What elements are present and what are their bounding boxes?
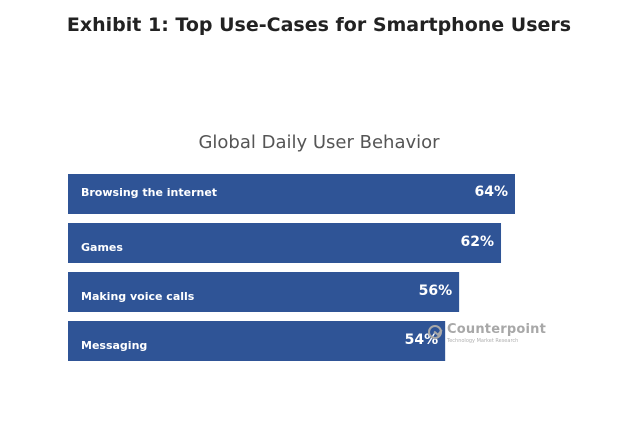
counterpoint-logo-icon xyxy=(428,325,442,339)
category-label: Making voice calls xyxy=(81,290,195,303)
value-label: 56% xyxy=(419,283,453,299)
value-label: 64% xyxy=(474,184,508,200)
counterpoint-watermark: Counterpoint Technology Market Research xyxy=(428,322,558,348)
value-label: 62% xyxy=(461,234,495,250)
category-label: Browsing the internet xyxy=(81,186,217,199)
bar-making-voice-calls xyxy=(68,272,460,312)
bar-games xyxy=(68,223,502,263)
chart-title: Global Daily User Behavior xyxy=(198,132,440,153)
category-label: Games xyxy=(81,241,123,254)
category-label: Messaging xyxy=(81,339,147,352)
bar-browsing-the-internet xyxy=(68,174,515,214)
bar-messaging xyxy=(68,321,446,361)
watermark-name: Counterpoint xyxy=(447,322,546,337)
watermark-tagline: Technology Market Research xyxy=(447,338,519,344)
exhibit-title: Exhibit 1: Top Use-Cases for Smartphone … xyxy=(66,14,572,36)
